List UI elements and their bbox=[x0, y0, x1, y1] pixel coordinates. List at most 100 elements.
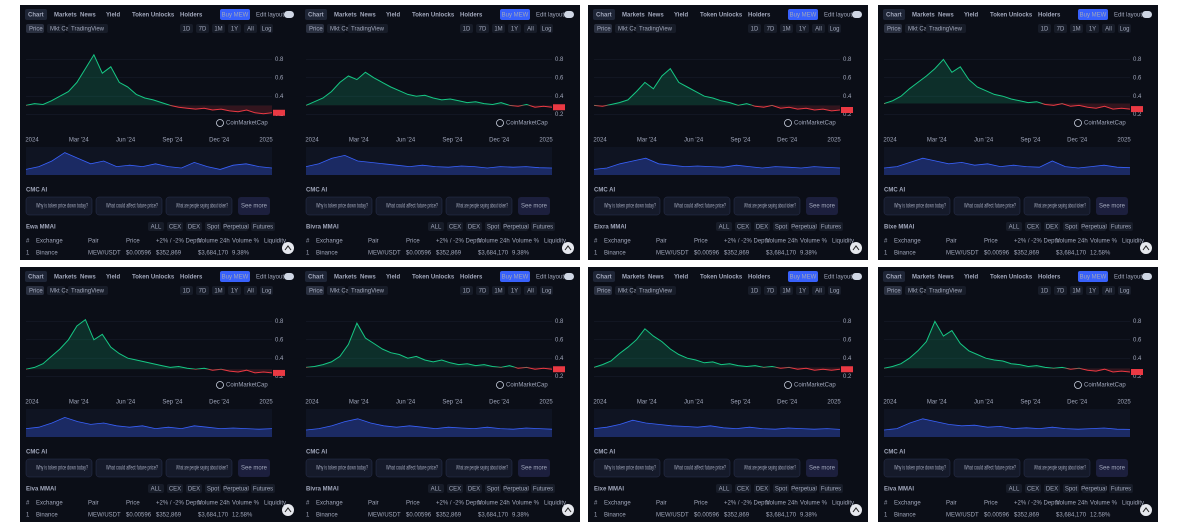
see-more[interactable] bbox=[518, 459, 550, 477]
filter-button[interactable] bbox=[754, 484, 770, 493]
tab[interactable]: Markets bbox=[334, 13, 357, 19]
range-label[interactable]: 1D bbox=[183, 27, 191, 33]
toggle[interactable] bbox=[564, 273, 574, 280]
range-label[interactable]: 7D bbox=[479, 27, 487, 33]
filter-label[interactable]: Futures bbox=[253, 225, 273, 231]
tab[interactable]: Token Unlocks bbox=[700, 275, 743, 281]
tab[interactable]: Token Unlocks bbox=[990, 13, 1033, 19]
edit-layout[interactable]: Edit layout bbox=[824, 13, 852, 19]
tab[interactable]: Chart bbox=[596, 275, 612, 281]
range-label[interactable]: 7D bbox=[479, 289, 487, 295]
question[interactable]: What could affect future price? bbox=[106, 204, 158, 210]
question[interactable]: Why is token price down today? bbox=[316, 466, 368, 472]
range-label[interactable]: 1D bbox=[463, 27, 471, 33]
filter-button[interactable] bbox=[735, 222, 751, 231]
mode-button[interactable] bbox=[926, 24, 966, 33]
mode-button[interactable] bbox=[594, 286, 612, 295]
question-card[interactable] bbox=[445, 458, 513, 478]
mode-label[interactable]: TradingView bbox=[929, 27, 963, 33]
range-button[interactable] bbox=[812, 286, 825, 295]
tab[interactable]: Token Unlocks bbox=[132, 275, 175, 281]
filter-label[interactable]: Futures bbox=[821, 225, 841, 231]
filter-button[interactable] bbox=[504, 484, 528, 493]
range-label[interactable]: 1Y bbox=[799, 289, 806, 295]
range-button[interactable] bbox=[476, 24, 489, 33]
filter-label[interactable]: ALL bbox=[719, 225, 730, 231]
filter-label[interactable]: CEX bbox=[449, 225, 461, 231]
see-more-label[interactable]: See more bbox=[1099, 204, 1126, 210]
tab[interactable]: Chart bbox=[308, 13, 324, 19]
filter-button[interactable] bbox=[531, 222, 555, 231]
mode-button[interactable] bbox=[68, 286, 108, 295]
filter-label[interactable]: ALL bbox=[719, 487, 730, 493]
buy-label[interactable]: Buy MEW bbox=[790, 13, 817, 19]
see-more-label[interactable]: See more bbox=[241, 466, 268, 472]
tab[interactable]: Yield bbox=[106, 275, 120, 281]
range-label[interactable]: All bbox=[815, 289, 822, 295]
filter-button[interactable] bbox=[754, 222, 770, 231]
tab[interactable]: Chart bbox=[28, 13, 44, 19]
mode-button[interactable] bbox=[306, 286, 324, 295]
range-label[interactable]: 1Y bbox=[511, 27, 518, 33]
question[interactable]: What could affect future price? bbox=[964, 466, 1016, 472]
filter-label[interactable]: CEX bbox=[169, 487, 181, 493]
tab[interactable]: Holders bbox=[1038, 275, 1061, 281]
question[interactable]: What are people saying about token? bbox=[176, 204, 228, 210]
filter-button[interactable] bbox=[205, 484, 221, 493]
filter-label[interactable]: DEX bbox=[756, 487, 768, 493]
filter-button[interactable] bbox=[716, 222, 732, 231]
filter-button[interactable] bbox=[167, 484, 183, 493]
question-card[interactable] bbox=[375, 196, 443, 216]
mode-label[interactable]: TradingView bbox=[351, 289, 385, 295]
toggle[interactable] bbox=[1142, 11, 1152, 18]
question-card[interactable] bbox=[733, 458, 801, 478]
filter-button[interactable] bbox=[251, 222, 275, 231]
toggle[interactable] bbox=[1142, 273, 1152, 280]
question-card[interactable] bbox=[95, 458, 163, 478]
mode-button[interactable] bbox=[47, 24, 65, 33]
filter-label[interactable]: CEX bbox=[737, 487, 749, 493]
range-button[interactable] bbox=[492, 24, 505, 33]
mode-button[interactable] bbox=[348, 24, 388, 33]
question[interactable]: What could affect future price? bbox=[386, 204, 438, 210]
tab[interactable]: Yield bbox=[964, 13, 978, 19]
range-button[interactable] bbox=[476, 286, 489, 295]
scroll-top[interactable] bbox=[850, 242, 862, 254]
filter-label[interactable]: CEX bbox=[1027, 487, 1039, 493]
range-label[interactable]: 1M bbox=[494, 27, 502, 33]
filter-label[interactable]: Futures bbox=[1111, 225, 1131, 231]
range-label[interactable]: 1D bbox=[183, 289, 191, 295]
tab[interactable]: News bbox=[80, 275, 96, 281]
range-label[interactable]: All bbox=[247, 289, 254, 295]
question[interactable]: Why is token price down today? bbox=[604, 466, 656, 472]
filter-button[interactable] bbox=[186, 222, 202, 231]
range-label[interactable]: 1Y bbox=[511, 289, 518, 295]
range-label[interactable]: Log bbox=[829, 27, 839, 33]
question[interactable]: What could affect future price? bbox=[386, 466, 438, 472]
range-label[interactable]: 1M bbox=[1072, 27, 1080, 33]
filter-button[interactable] bbox=[148, 222, 164, 231]
filter-label[interactable]: Spot bbox=[1065, 487, 1078, 493]
range-label[interactable]: 1D bbox=[1041, 289, 1049, 295]
filter-button[interactable] bbox=[447, 222, 463, 231]
range-button[interactable] bbox=[508, 24, 521, 33]
range-button[interactable] bbox=[748, 24, 761, 33]
range-label[interactable]: 1Y bbox=[231, 27, 238, 33]
buy-button[interactable] bbox=[500, 271, 530, 282]
filter-label[interactable]: ALL bbox=[1009, 487, 1020, 493]
range-label[interactable]: Log bbox=[1119, 289, 1129, 295]
range-label[interactable]: All bbox=[527, 27, 534, 33]
question[interactable]: What are people saying about token? bbox=[176, 466, 228, 472]
range-label[interactable]: 7D bbox=[199, 27, 207, 33]
filter-button[interactable] bbox=[251, 484, 275, 493]
range-button[interactable] bbox=[244, 24, 257, 33]
buy-button[interactable] bbox=[220, 271, 250, 282]
filter-label[interactable]: ALL bbox=[431, 487, 442, 493]
filter-label[interactable]: Spot bbox=[487, 225, 500, 231]
question-card[interactable] bbox=[165, 458, 233, 478]
filter-label[interactable]: ALL bbox=[431, 225, 442, 231]
toggle[interactable] bbox=[284, 11, 294, 18]
question[interactable]: What could affect future price? bbox=[964, 204, 1016, 210]
filter-label[interactable]: Perpetual bbox=[1081, 487, 1107, 493]
see-more[interactable] bbox=[1096, 197, 1128, 215]
